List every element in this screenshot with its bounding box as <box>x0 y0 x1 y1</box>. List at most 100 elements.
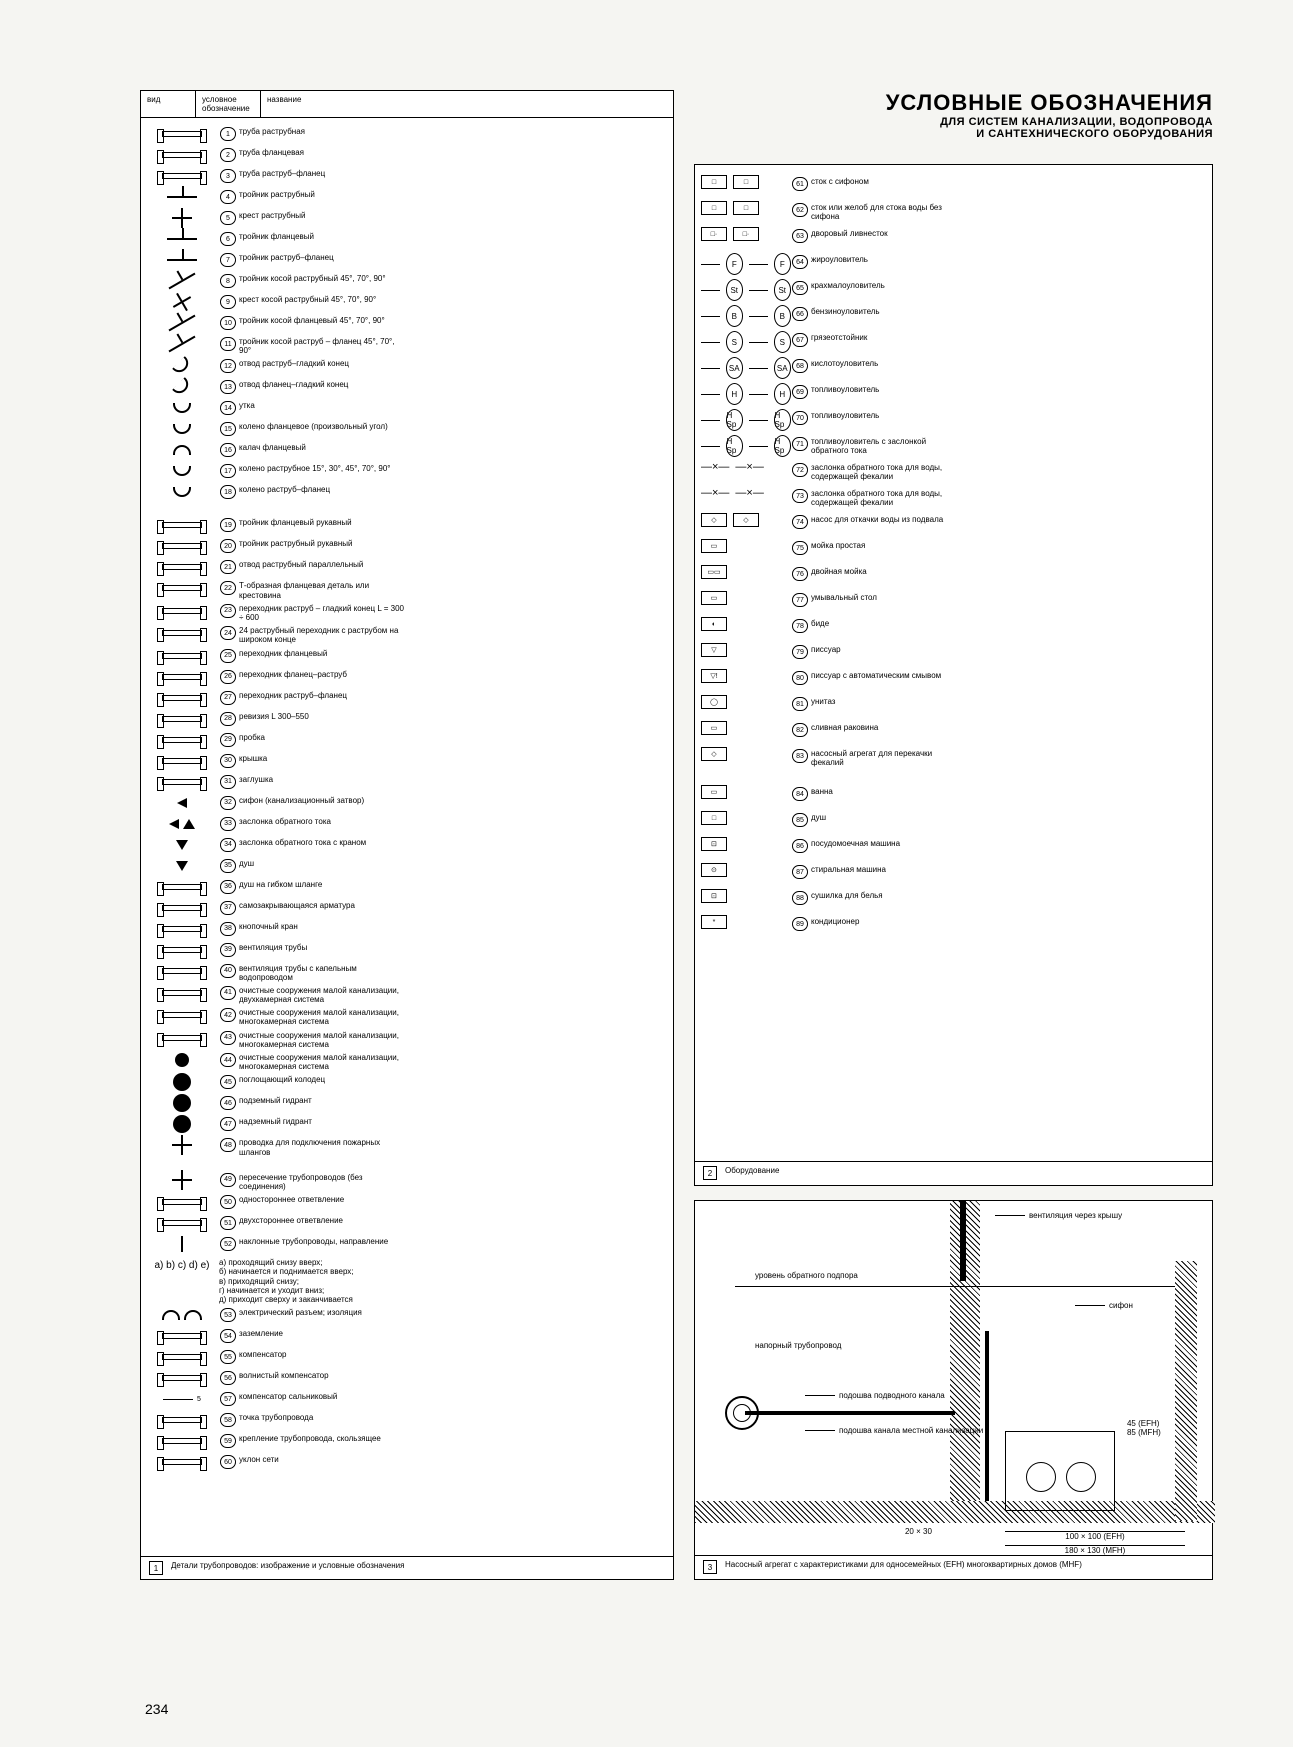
symbol-cell <box>145 1306 219 1324</box>
symbol-cell <box>145 624 219 642</box>
equipment-row: ▭ 75 мойка простая <box>701 537 951 563</box>
item-number: 85 <box>792 813 808 827</box>
item-number: 73 <box>792 489 808 503</box>
equipment-row: * 89 кондиционер <box>701 913 951 939</box>
symbol-cell <box>145 815 219 833</box>
symbol-cell: SA SA <box>701 357 791 379</box>
symbol-cell: H Sp H Sp <box>701 435 791 457</box>
label-cell: калач фланцевый <box>239 441 405 452</box>
label-cell: Т-образная фланцевая деталь или крестови… <box>239 579 405 599</box>
legend-row: 60 уклон сети <box>145 1452 405 1473</box>
symbol-cell <box>145 1115 219 1133</box>
label-cell: насосный агрегат для перекачки фекалий <box>811 747 951 767</box>
symbol-cell <box>145 794 219 812</box>
symbol-cell <box>145 710 219 728</box>
legend-row: 15 колено фланцевое (произвольный угол) <box>145 419 405 440</box>
label-cell: душ <box>811 811 951 822</box>
item-number: 41 <box>220 986 236 1000</box>
item-number: 54 <box>220 1329 236 1343</box>
symbol-cell: B B <box>701 305 791 327</box>
legend-row: 44 очистные сооружения малой канализации… <box>145 1050 405 1072</box>
legend-row: 24 24 раструбный переходник с раструбом … <box>145 623 405 645</box>
label-cell: 24 раструбный переходник с раструбом на … <box>239 624 405 644</box>
item-number: 86 <box>792 839 808 853</box>
item-number: 59 <box>220 1434 236 1448</box>
label-cell: крест косой раструбный 45°, 70°, 90° <box>239 293 405 304</box>
callout-pressure: напорный трубопровод <box>755 1341 841 1350</box>
equipment-row: ▽ 79 писсуар <box>701 641 951 667</box>
symbol-cell: St St <box>701 279 791 301</box>
label-cell: колено раструбное 15°, 30°, 45°, 70°, 90… <box>239 462 405 473</box>
label-cell: грязеотстойник <box>811 331 951 342</box>
label-cell: умывальный стол <box>811 591 951 602</box>
label-cell: отвод фланец–гладкий конец <box>239 378 405 389</box>
label-cell: точка трубопровода <box>239 1411 405 1422</box>
symbol-cell: H H <box>701 383 791 405</box>
symbol-cell <box>145 462 219 480</box>
legend-row: 54 заземление <box>145 1326 405 1347</box>
item-number: 32 <box>220 796 236 810</box>
item-number: 83 <box>792 749 808 763</box>
symbol-cell <box>145 1006 219 1024</box>
legend-row: 8 тройник косой раструбный 45°, 70°, 90° <box>145 271 405 292</box>
item-number: 35 <box>220 859 236 873</box>
legend-row: 55 компенсатор <box>145 1347 405 1368</box>
equipment-row: St St 65 крахмалоуловитель <box>701 277 951 303</box>
symbol-cell <box>145 899 219 917</box>
callout-backflow: уровень обратного подпора <box>755 1271 858 1280</box>
symbol-cell <box>145 420 219 438</box>
item-number: 48 <box>220 1138 236 1152</box>
label-cell: душ <box>239 857 405 868</box>
item-number: 21 <box>220 560 236 574</box>
label-cell: топливоуловитель <box>811 383 951 394</box>
legend-row: 37 самозакрывающаяся арматура <box>145 898 405 919</box>
symbol-cell: ▭ <box>701 785 791 799</box>
item-number: 70 <box>792 411 808 425</box>
label-cell: очистные сооружения малой канализации, м… <box>239 1051 405 1071</box>
symbol-cell <box>145 689 219 707</box>
item-number: 58 <box>220 1413 236 1427</box>
item-number: 72 <box>792 463 808 477</box>
panel-number: 3 <box>703 1560 717 1574</box>
label-cell: тройник раструбный <box>239 188 405 199</box>
symbol-cell <box>145 399 219 417</box>
label-cell: проводка для подключения пожарных шланго… <box>239 1136 405 1156</box>
symbol-cell <box>145 878 219 896</box>
symbol-cell <box>145 146 219 164</box>
symbol-cell <box>145 731 219 749</box>
equipment-row: ⊙ 87 стиральная машина <box>701 861 951 887</box>
item-number: 26 <box>220 670 236 684</box>
item-number: 38 <box>220 922 236 936</box>
equipment-row: □ □ 61 сток с сифоном <box>701 173 951 199</box>
legend-row: 39 вентиляция трубы <box>145 940 405 961</box>
legend-row: 12 отвод раструб–гладкий конец <box>145 356 405 377</box>
legend-row: 2 труба фланцевая <box>145 145 405 166</box>
item-number: 15 <box>220 422 236 436</box>
equipment-row: ◇ ◇ 74 насос для откачки воды из подвала <box>701 511 951 537</box>
symbol-cell <box>145 378 219 396</box>
symbol-cell <box>145 537 219 555</box>
label-cell: топливоуловитель с заслонкой обратного т… <box>811 435 951 455</box>
item-number: 68 <box>792 359 808 373</box>
callout-vent: вентиляция через крышу <box>995 1211 1122 1220</box>
item-number: 40 <box>220 964 236 978</box>
label-cell: двойная мойка <box>811 565 951 576</box>
label-cell: стиральная машина <box>811 863 951 874</box>
symbol-cell <box>145 335 219 353</box>
item-number: 49 <box>220 1173 236 1187</box>
item-number: 19 <box>220 518 236 532</box>
label-cell: тройник фланцевый рукавный <box>239 516 405 527</box>
legend-row: 45 поглощающий колодец <box>145 1072 405 1093</box>
label-cell: крышка <box>239 752 405 763</box>
label-cell: отвод раструбный параллельный <box>239 558 405 569</box>
label-cell: переходник раструб – гладкий конец L = 3… <box>239 602 405 622</box>
symbol-cell <box>145 1136 219 1154</box>
symbol-cell <box>145 357 219 375</box>
item-number: 7 <box>220 253 236 267</box>
item-number: 17 <box>220 464 236 478</box>
legend-row: 46 подземный гидрант <box>145 1093 405 1114</box>
item-number: 80 <box>792 671 808 685</box>
legend-row: 33 заслонка обратного тока <box>145 814 405 835</box>
panel-1: вид условное обозначение название 1 труб… <box>140 90 674 1580</box>
symbol-cell <box>145 1171 219 1189</box>
